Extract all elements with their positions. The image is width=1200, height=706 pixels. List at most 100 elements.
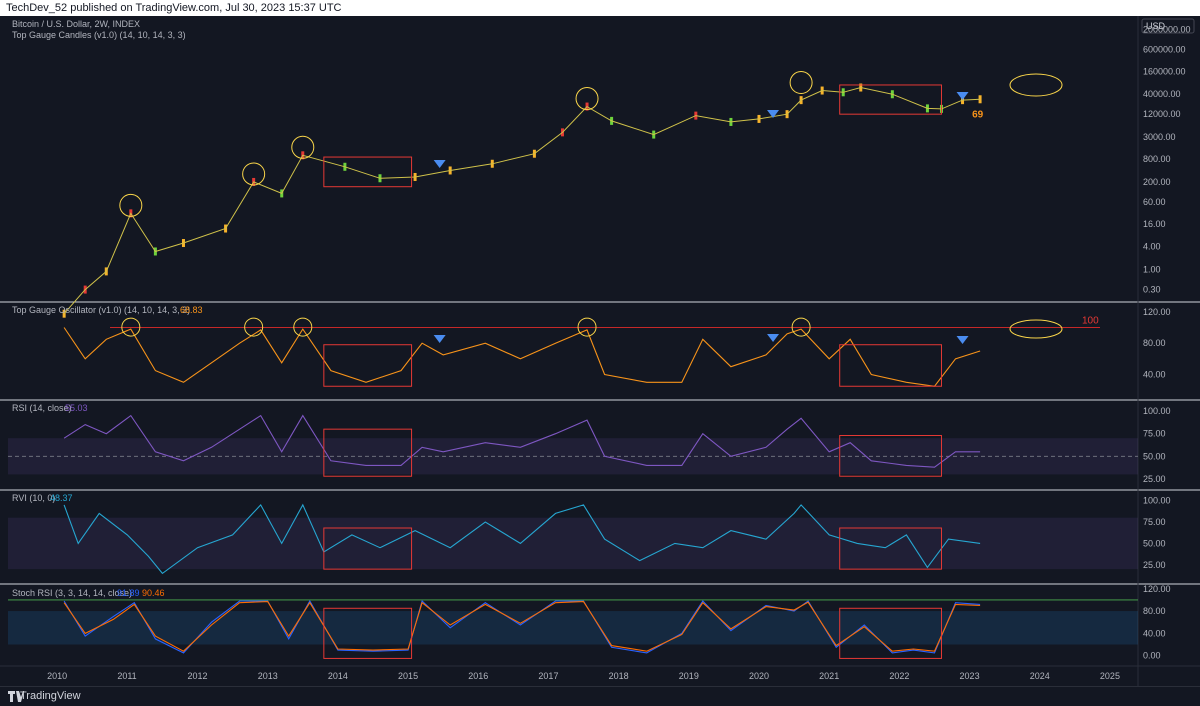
x-tick-label: 2017 [538, 671, 558, 681]
rvi-range-box [839, 527, 942, 570]
publish-header: TechDev_52 published on TradingView.com,… [0, 0, 1200, 16]
x-tick-label: 2022 [889, 671, 909, 681]
price-tick-label: 160000.00 [1143, 66, 1186, 76]
stoch-d-line [63, 601, 981, 652]
x-tick-label: 2013 [258, 671, 278, 681]
indicator-band [8, 611, 1138, 645]
x-tick-label: 2015 [398, 671, 418, 681]
price-marker-icon [956, 92, 969, 100]
stoch_rsi-tick-label: 120.00 [1143, 584, 1171, 594]
osc-marker-icon [767, 334, 780, 342]
osc-title: Top Gauge Oscillator (v1.0) (14, 10, 14,… [12, 305, 190, 315]
rvi-tick-label: 100.00 [1143, 496, 1171, 506]
stoch_rsi-tick-label: 80.00 [1143, 606, 1166, 616]
rsi-tick-label: 50.00 [1143, 451, 1166, 461]
osc-top-circle [244, 317, 264, 337]
price-tick-label: 40000.00 [1143, 89, 1181, 99]
chart-svg[interactable]: USD 100 69 Bitcoin / U.S. Dollar, 2W, INDEX… [0, 16, 1200, 686]
chart-area[interactable]: USD 100 69 Bitcoin / U.S. Dollar, 2W, INDEX… [0, 16, 1200, 686]
price-tick-label: 4.00 [1143, 242, 1161, 252]
rsi-tick-label: 75.00 [1143, 429, 1166, 439]
oscillator-tick-label: 40.00 [1143, 370, 1166, 380]
rsi-range-box [323, 428, 413, 477]
stoch-range-box [323, 607, 413, 659]
rvi-tick-label: 25.00 [1143, 560, 1166, 570]
price-tick-label: 600000.00 [1143, 44, 1186, 54]
top-circle [291, 135, 315, 159]
price-tick-label: 200.00 [1143, 177, 1171, 187]
rsi-tick-label: 25.00 [1143, 474, 1166, 484]
rsi-title: RSI (14, close) [12, 403, 72, 413]
price-annotation: 69 [972, 109, 984, 120]
price-range-box [839, 84, 942, 115]
osc-top-circle [121, 317, 141, 337]
top-circle [119, 193, 143, 217]
price-range-box [323, 156, 413, 188]
price-tick-label: 12000.00 [1143, 109, 1181, 119]
x-tick-label: 2010 [47, 671, 67, 681]
osc-top-circle [791, 317, 811, 337]
projection-ellipse [1009, 73, 1063, 97]
price-tick-label: 800.00 [1143, 154, 1171, 164]
footer-bar: TradingView [0, 686, 1200, 706]
stoch-d-value: 90.46 [142, 588, 165, 598]
rsi-series-line [63, 414, 981, 468]
osc-top-circle [577, 317, 597, 337]
price-tick-label: 0.30 [1143, 285, 1161, 295]
osc-range-box [323, 344, 413, 387]
price-tick-label: 60.00 [1143, 197, 1166, 207]
indicator-band [8, 517, 1138, 570]
x-tick-label: 2021 [819, 671, 839, 681]
oscillator-tick-label: 120.00 [1143, 307, 1171, 317]
rvi-tick-label: 75.00 [1143, 517, 1166, 527]
price-title: Bitcoin / U.S. Dollar, 2W, INDEX [12, 19, 140, 29]
publish-text: TechDev_52 published on TradingView.com,… [6, 2, 342, 14]
x-tick-label: 2023 [960, 671, 980, 681]
price-tick-label: 3000.00 [1143, 132, 1176, 142]
price-tick-label: 1.00 [1143, 265, 1161, 275]
osc-projection-ellipse [1009, 319, 1063, 339]
price-marker-icon [767, 110, 780, 118]
rsi-range-box [839, 434, 942, 477]
price-tick-label: 2000000.00 [1143, 24, 1191, 34]
x-tick-label: 2020 [749, 671, 769, 681]
osc-range-box [839, 344, 942, 387]
rsi-current-value: 55.03 [65, 403, 88, 413]
stoch_rsi-tick-label: 0.00 [1143, 651, 1161, 661]
tradingview-logo-icon [8, 691, 24, 702]
rsi-tick-label: 100.00 [1143, 406, 1171, 416]
x-tick-label: 2012 [188, 671, 208, 681]
osc-marker-icon [433, 335, 446, 343]
rvi-title: RVI (10, 0) [12, 493, 55, 503]
x-tick-label: 2011 [117, 671, 136, 681]
x-tick-label: 2019 [679, 671, 699, 681]
osc-threshold-label: 100 [1082, 316, 1099, 327]
rvi-tick-label: 50.00 [1143, 538, 1166, 548]
price-marker-icon [433, 160, 446, 168]
stoch-title: Stoch RSI (3, 3, 14, 14, close) [12, 588, 132, 598]
osc-series-line [63, 327, 981, 387]
x-tick-label: 2024 [1030, 671, 1050, 681]
top-circle [575, 87, 599, 111]
x-tick-label: 2016 [468, 671, 488, 681]
oscillator-tick-label: 80.00 [1143, 338, 1166, 348]
rvi-current-value: 48.37 [50, 493, 73, 503]
x-tick-label: 2025 [1100, 671, 1120, 681]
stoch-range-box [839, 607, 942, 659]
stoch_rsi-tick-label: 40.00 [1143, 628, 1166, 638]
osc-marker-icon [956, 336, 969, 344]
rvi-series-line [63, 503, 981, 575]
top-circle [789, 71, 813, 95]
stoch-k-value: 91.89 [117, 588, 140, 598]
x-tick-label: 2014 [328, 671, 348, 681]
tradingview-brand: TradingView [20, 690, 81, 702]
osc-top-circle [293, 317, 313, 337]
rvi-range-box [323, 527, 413, 570]
price-series-line [63, 86, 981, 315]
price-tick-label: 16.00 [1143, 219, 1166, 229]
currency-label: USD [1146, 21, 1166, 31]
x-tick-label: 2018 [609, 671, 629, 681]
price-subtitle: Top Gauge Candles (v1.0) (14, 10, 14, 3,… [12, 30, 186, 40]
top-circle [242, 162, 266, 186]
osc-current-value: 68.83 [180, 305, 203, 315]
